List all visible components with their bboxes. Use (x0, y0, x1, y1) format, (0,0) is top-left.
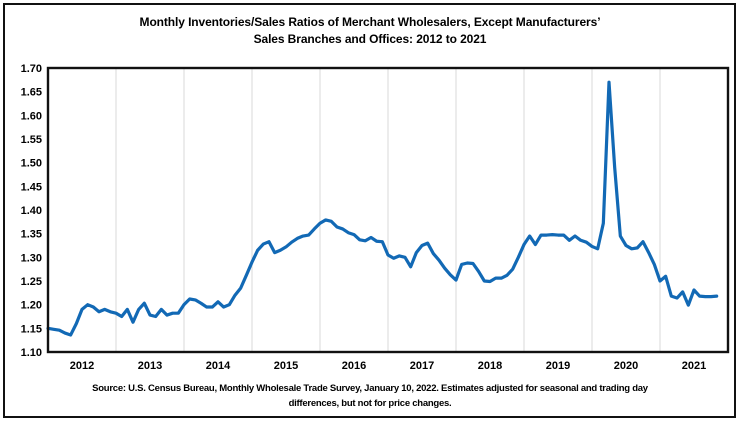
y-tick-label: 1.45 (21, 181, 42, 193)
ratio-line (46, 80, 719, 337)
y-tick-label: 1.10 (21, 347, 42, 359)
y-tick-label: 1.65 (21, 87, 42, 99)
y-tick-label: 1.20 (21, 300, 42, 312)
year-label: 2018 (478, 360, 502, 372)
y-tick-label: 1.30 (21, 252, 42, 264)
y-tick-label: 1.40 (21, 205, 42, 217)
chart-title: Monthly Inventories/Sales Ratios of Merc… (0, 14, 740, 48)
year-label: 2019 (546, 360, 570, 372)
year-label: 2013 (138, 360, 162, 372)
y-tick-label: 1.70 (21, 63, 42, 75)
source-note-line2: differences, but not for price changes. (288, 398, 452, 409)
year-label: 2017 (410, 360, 434, 372)
y-tick-label: 1.15 (21, 323, 42, 335)
plot-border (46, 66, 730, 354)
figure-frame (3, 3, 736, 418)
chart-title-line1: Monthly Inventories/Sales Ratios of Merc… (139, 15, 601, 29)
y-tick-label: 1.35 (21, 229, 42, 241)
year-label: 2014 (206, 360, 231, 372)
source-note-line1: Source: U.S. Census Bureau, Monthly Whol… (92, 383, 648, 394)
year-label: 2015 (274, 360, 298, 372)
year-label: 2016 (342, 360, 366, 372)
year-label: 2020 (614, 360, 638, 372)
y-tick-label: 1.60 (21, 110, 42, 122)
year-label: 2012 (70, 360, 94, 372)
y-tick-label: 1.55 (21, 134, 42, 146)
y-tick-label: 1.50 (21, 158, 42, 170)
y-tick-label: 1.25 (21, 276, 42, 288)
year-label: 2021 (682, 360, 706, 372)
chart-title-line2: Sales Branches and Offices: 2012 to 2021 (253, 32, 487, 46)
source-note: Source: U.S. Census Bureau, Monthly Whol… (0, 381, 740, 411)
